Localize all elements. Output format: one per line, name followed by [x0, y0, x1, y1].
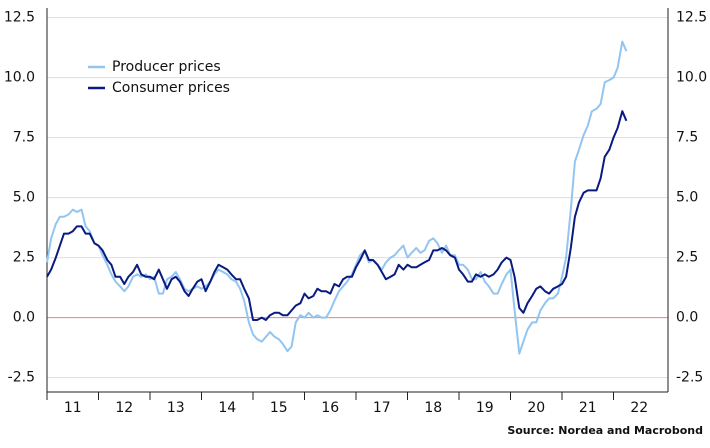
x-tick-label: 11 — [64, 400, 82, 416]
y-tick-label: 12.5 — [4, 10, 35, 26]
y-tick-label: -2.5 — [8, 370, 35, 386]
y2-tick-label: 2.5 — [676, 250, 698, 266]
y2-tick-label: 0.0 — [676, 310, 698, 326]
source-note: Source: Nordea and Macrobond — [507, 424, 703, 437]
x-tick-label: 14 — [218, 400, 236, 416]
x-tick-label: 20 — [527, 400, 545, 416]
y-tick-label: 0.0 — [13, 310, 35, 326]
x-tick-label: 12 — [115, 400, 133, 416]
y2-tick-label: 7.5 — [676, 130, 698, 146]
y2-tick-label: 5.0 — [676, 190, 698, 206]
y-tick-label: 5.0 — [13, 190, 35, 206]
legend-label: Producer prices — [112, 59, 221, 75]
x-tick-label: 21 — [579, 400, 597, 416]
series-line — [46, 110, 628, 321]
x-tick-label: 17 — [373, 400, 391, 416]
y-tick-label: 2.5 — [13, 250, 35, 266]
x-tick-label: 15 — [270, 400, 288, 416]
y-tick-label: 10.0 — [4, 70, 35, 86]
x-tick-label: 19 — [476, 400, 494, 416]
legend-label: Consumer prices — [112, 80, 230, 96]
y-tick-label: 7.5 — [13, 130, 35, 146]
x-tick-label: 18 — [424, 400, 442, 416]
y2-tick-label: 12.5 — [676, 10, 707, 26]
x-tick-label: 22 — [630, 400, 648, 416]
x-tick-label: 13 — [167, 400, 185, 416]
x-tick-label: 16 — [321, 400, 339, 416]
y2-tick-label: 10.0 — [676, 70, 707, 86]
y2-tick-label: -2.5 — [676, 370, 703, 386]
